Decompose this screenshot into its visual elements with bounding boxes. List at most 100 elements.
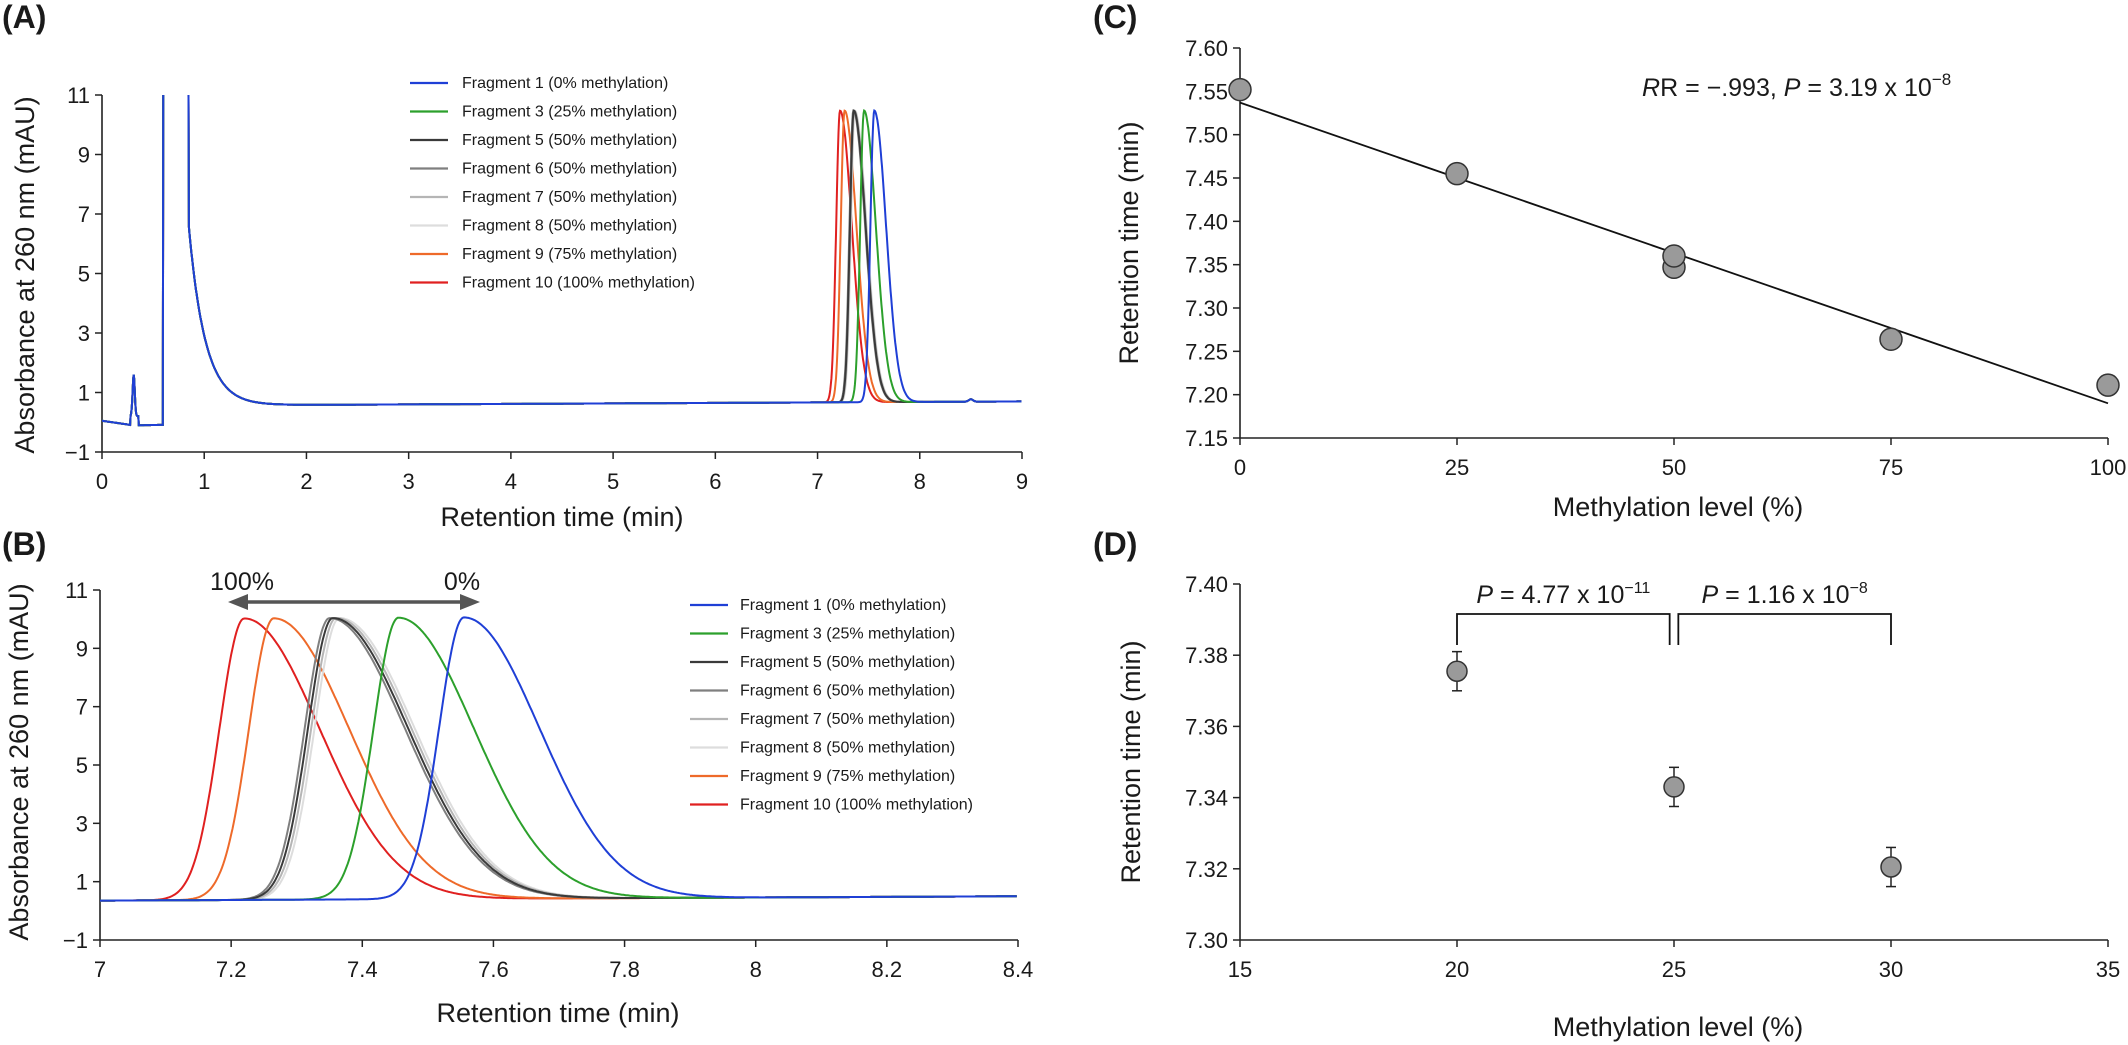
- x-tick-label: 75: [1879, 455, 1903, 480]
- y-tick-label: 7.50: [1185, 123, 1228, 148]
- panel-c-p-exponent: −8: [1932, 70, 1951, 89]
- y-tick-label: −1: [63, 928, 88, 953]
- legend-label: Fragment 8 (50% methylation): [740, 740, 955, 757]
- data-point: [1445, 161, 1469, 186]
- panel-c-correlation-annotation: RR = −.993, P = 3.19 x 10−8: [1642, 70, 1951, 102]
- y-tick-label: 7.32: [1185, 857, 1228, 882]
- p-value-text: = 4.77 x 10: [1493, 581, 1624, 609]
- legend-label: Fragment 7 (50% methylation): [462, 189, 677, 206]
- panel-c-y-ticks: 7.15 7.20 7.25 7.30 7.35 7.40 7.45 7.50 7.55 7.60: [1185, 36, 1240, 451]
- legend-label: Fragment 10 (100% methylation): [740, 797, 973, 814]
- y-tick-label: 7.40: [1185, 209, 1228, 234]
- panel-c-p-value: = 3.19 x 10: [1800, 74, 1931, 102]
- y-tick-label: 1: [76, 870, 88, 895]
- x-tick-label: 8: [914, 469, 926, 494]
- panel-b-arrow-label-right: 0%: [444, 568, 480, 596]
- y-tick-label: 7.25: [1185, 339, 1228, 364]
- panel-d-points: [1446, 650, 1902, 888]
- x-tick-label: 50: [1662, 455, 1686, 480]
- y-tick-label: 7: [78, 202, 90, 227]
- panel-b-y-label: Absorbance at 260 nm (mAU): [4, 583, 34, 940]
- x-tick-label: 7.4: [347, 957, 378, 982]
- panel-c-r-value: R = −.993,: [1660, 74, 1784, 102]
- p-symbol: P: [1476, 581, 1493, 609]
- y-tick-label: 7: [76, 695, 88, 720]
- x-tick-label: 4: [505, 469, 517, 494]
- panel-a-x-ticks: 0 1 2 3 4 5 6 7 8 9: [96, 452, 1028, 494]
- panel-b-arrow-label-left: 100%: [210, 568, 274, 596]
- panel-b-x-ticks: 7 7.2 7.4 7.6 7.8 8 8.2 8.4: [94, 940, 1033, 982]
- y-tick-label: 9: [76, 636, 88, 661]
- y-tick-label: 7.20: [1185, 383, 1228, 408]
- panel-b-series-line: [100, 616, 1017, 902]
- y-tick-label: 5: [78, 262, 90, 287]
- legend-label: Fragment 3 (25% methylation): [462, 104, 677, 121]
- data-point: [1880, 856, 1902, 878]
- x-tick-label: 30: [1879, 957, 1903, 982]
- legend-label: Fragment 5 (50% methylation): [740, 654, 955, 671]
- y-tick-label: 1: [78, 381, 90, 406]
- panel-b-x-label: Retention time (min): [436, 998, 679, 1028]
- y-tick-label: 7.35: [1185, 253, 1228, 278]
- y-tick-label: 7.40: [1185, 572, 1228, 597]
- y-tick-label: 11: [67, 83, 90, 108]
- panel-a-x-label: Retention time (min): [440, 502, 683, 532]
- significance-bracket: [1677, 613, 1892, 645]
- legend-label: Fragment 6 (50% methylation): [462, 161, 677, 178]
- x-tick-label: 20: [1445, 957, 1469, 982]
- y-tick-label: 3: [76, 811, 88, 836]
- x-tick-label: 1: [198, 469, 210, 494]
- y-tick-label: 7.55: [1185, 79, 1228, 104]
- x-tick-label: 3: [403, 469, 415, 494]
- panel-b-legend: Fragment 1 (0% methylation) Fragment 3 (2…: [690, 597, 973, 814]
- x-tick-label: 7: [94, 957, 106, 982]
- p-value-exponent: −11: [1624, 580, 1650, 597]
- legend-label: Fragment 10 (100% methylation): [462, 275, 695, 292]
- bracket-p-value: P = 1.16 x 10−8: [1702, 580, 1868, 609]
- y-tick-label: 7.30: [1185, 296, 1228, 321]
- x-tick-label: 6: [709, 469, 721, 494]
- data-point: [1662, 244, 1686, 268]
- panel-c-chart: (C) 7.15 7.20 7.25 7.30 7.35 7.40 7.45 7.50 7.55…: [1093, 0, 2126, 522]
- panel-c-points: [1228, 77, 2120, 397]
- panel-a-y-ticks: −1 1 3 5 7 9 11: [65, 83, 102, 465]
- legend-label: Fragment 5 (50% methylation): [462, 132, 677, 149]
- panel-d-label: (D): [1093, 526, 1137, 562]
- y-tick-label: 5: [76, 753, 88, 778]
- legend-label: Fragment 9 (75% methylation): [462, 246, 677, 263]
- x-tick-label: 2: [300, 469, 312, 494]
- x-tick-label: 7.2: [216, 957, 247, 982]
- legend-label: Fragment 7 (50% methylation): [740, 711, 955, 728]
- y-tick-label: 7.36: [1185, 714, 1228, 739]
- significance-bracket: [1456, 613, 1671, 645]
- y-tick-label: 7.15: [1185, 426, 1228, 451]
- data-point: [1879, 327, 1903, 351]
- y-tick-label: −1: [65, 440, 90, 465]
- legend-label: Fragment 1 (0% methylation): [462, 75, 668, 92]
- data-point: [1663, 776, 1685, 798]
- panel-d-brackets: P = 4.77 x 10−11 P = 1.16 x 10−8: [1456, 580, 1892, 645]
- panel-c-y-label: Retention time (min): [1114, 121, 1144, 364]
- data-point: [2096, 373, 2120, 397]
- y-tick-label: 7.38: [1185, 643, 1228, 668]
- y-tick-label: 7.45: [1185, 166, 1228, 191]
- panel-a-label: (A): [2, 0, 46, 35]
- panel-d-x-ticks: 15 20 25 30 35: [1228, 940, 2120, 982]
- legend-label: Fragment 6 (50% methylation): [740, 683, 955, 700]
- panel-d-chart: (D) 7.307.327.347.367.387.40 15 20 25 30 35 …: [1093, 526, 2120, 1042]
- x-tick-label: 7: [811, 469, 823, 494]
- x-tick-label: 8.4: [1003, 957, 1034, 982]
- x-tick-label: 8: [750, 957, 762, 982]
- x-tick-label: 7.6: [478, 957, 509, 982]
- y-tick-label: 11: [65, 578, 88, 603]
- y-tick-label: 7.60: [1185, 36, 1228, 61]
- panel-b-arrow-right-head: [460, 594, 480, 610]
- x-tick-label: 25: [1445, 455, 1469, 480]
- panel-d-y-ticks: 7.30 7.32 7.34 7.36 7.38 7.40: [1185, 572, 1240, 953]
- bracket-p-value: P = 4.77 x 10−11: [1476, 580, 1650, 609]
- legend-label: Fragment 1 (0% methylation): [740, 597, 946, 614]
- y-tick-label: 7.34: [1185, 786, 1228, 811]
- x-tick-label: 8.2: [872, 957, 903, 982]
- x-tick-label: 0: [1234, 455, 1246, 480]
